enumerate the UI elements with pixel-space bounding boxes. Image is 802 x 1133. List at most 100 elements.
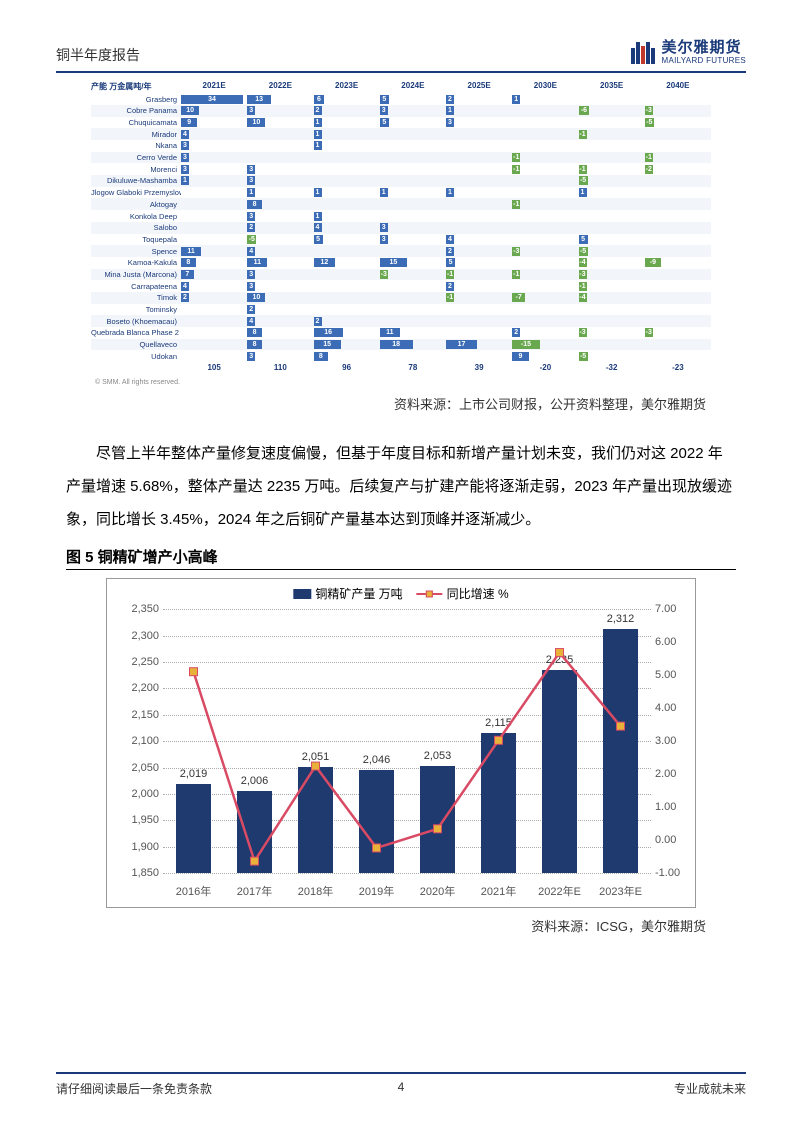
y-axis-left: 1,8501,9001,9502,0002,0502,1002,1502,200… xyxy=(107,609,163,873)
legend-bar: 铜精矿产量 万吨 xyxy=(293,585,402,602)
source-line-2: 资料来源：ICSG，美尔雅期货 xyxy=(56,916,706,935)
total-col: -20 xyxy=(512,363,578,372)
y-tick-left: 2,200 xyxy=(131,682,159,694)
logo-en: MAILYARD FUTURES xyxy=(661,57,746,66)
mine-row: Quellaveco8151817-15 xyxy=(91,339,711,351)
y-tick-left: 2,300 xyxy=(131,630,159,642)
mine-row: Cerro Verde3-1-1 xyxy=(91,152,711,164)
mine-name: Udokan xyxy=(91,352,181,361)
x-label: 2016年 xyxy=(163,883,224,899)
plot-area: 2,0192,0062,0512,0462,0532,1152,2352,312 xyxy=(163,609,651,873)
mine-name: Salobo xyxy=(91,223,181,232)
x-label: 2018年 xyxy=(285,883,346,899)
y-tick-right: 3.00 xyxy=(655,735,676,747)
mine-name: Konkola Deep xyxy=(91,212,181,221)
logo-mark xyxy=(631,42,655,64)
x-label: 2017年 xyxy=(224,883,285,899)
mine-row: Cobre Panama103231-6-3 xyxy=(91,105,711,117)
page-footer: 请仔细阅读最后一条免责条款 4 专业成就未来 xyxy=(56,1072,746,1097)
year-col: 2030E xyxy=(512,81,578,92)
footer-slogan: 专业成就未来 xyxy=(674,1080,746,1097)
total-col: 78 xyxy=(380,363,446,372)
mine-name: Nkana xyxy=(91,141,181,150)
y-tick-left: 2,350 xyxy=(131,603,159,615)
mine-name: Carrapateena xyxy=(91,282,181,291)
mine-name: Mirador xyxy=(91,130,181,139)
legend-line-label: 同比增速 % xyxy=(447,585,509,602)
total-col: 110 xyxy=(247,363,313,372)
mine-name: Quellaveco xyxy=(91,340,181,349)
y-tick-right: 1.00 xyxy=(655,801,676,813)
source-line-1: 资料来源：上市公司财报，公开资料整理，美尔雅期货 xyxy=(56,394,706,413)
total-col: 105 xyxy=(181,363,247,372)
axis-label: 产能 万金属吨/年 xyxy=(91,81,181,92)
body-paragraph: 尽管上半年整体产量修复速度偏慢，但基于年度目标和新增产量计划未变，我们仍对这 2… xyxy=(66,437,736,536)
mine-row: Morenci33-1-1-2 xyxy=(91,163,711,175)
x-label: 2020年 xyxy=(407,883,468,899)
mine-row: Tominsky2 xyxy=(91,304,711,316)
total-col: -32 xyxy=(579,363,645,372)
y-tick-right: -1.00 xyxy=(655,867,680,879)
mine-name: Timok xyxy=(91,293,181,302)
year-col: 2021E xyxy=(181,81,247,92)
mine-name: Spence xyxy=(91,247,181,256)
year-col: 2025E xyxy=(446,81,512,92)
growth-line xyxy=(163,609,651,873)
page-header: 铜半年度报告 美尔雅期货 MAILYARD FUTURES xyxy=(56,40,746,73)
mine-row: Jlogow Glaboki Przemyslowy11111 xyxy=(91,187,711,199)
mine-row: Grasberg34136521 xyxy=(91,93,711,105)
legend-line: 同比增速 % xyxy=(417,585,509,602)
mine-row: Konkola Deep31 xyxy=(91,210,711,222)
mine-row: Kamoa-Kakula81112155-4-9 xyxy=(91,257,711,269)
mine-row: Udokan389-5 xyxy=(91,350,711,362)
y-axis-right: -1.000.001.002.003.004.005.006.007.00 xyxy=(651,609,695,873)
y-tick-left: 1,850 xyxy=(131,867,159,879)
y-tick-right: 2.00 xyxy=(655,768,676,780)
mine-row: Nkana31 xyxy=(91,140,711,152)
page-number: 4 xyxy=(398,1080,405,1094)
mine-row: Quebrada Blanca Phase 2816112-3-3 xyxy=(91,327,711,339)
x-label: 2019年 xyxy=(346,883,407,899)
mine-name: Cerro Verde xyxy=(91,153,181,162)
mine-name: Dikuluwe-Mashamba xyxy=(91,176,181,185)
chart-copyright: © SMM. All rights reserved. xyxy=(95,379,180,386)
total-col: 39 xyxy=(446,363,512,372)
x-axis: 2016年2017年2018年2019年2020年2021年2022年E2023… xyxy=(163,883,651,899)
year-col: 2035E xyxy=(579,81,645,92)
mine-name: Cobre Panama xyxy=(91,106,181,115)
year-col: 2040E xyxy=(645,81,711,92)
mine-name: Aktogay xyxy=(91,200,181,209)
mine-name: Mina Justa (Marcona) xyxy=(91,270,181,279)
mine-row: Aktogay8-1 xyxy=(91,198,711,210)
report-title: 铜半年度报告 xyxy=(56,45,140,65)
x-label: 2022年E xyxy=(529,883,590,899)
footer-disclaimer: 请仔细阅读最后一条免责条款 xyxy=(56,1080,212,1097)
copper-concentrate-chart: 铜精矿产量 万吨 同比增速 % 1,8501,9001,9502,0002,05… xyxy=(106,578,696,908)
logo-cn: 美尔雅期货 xyxy=(661,40,746,57)
y-tick-left: 2,100 xyxy=(131,735,159,747)
mine-name: Toquepala xyxy=(91,235,181,244)
mine-row: Mina Justa (Marcona)73-3-1-1-3 xyxy=(91,269,711,281)
y-tick-left: 1,950 xyxy=(131,814,159,826)
mine-row: Dikuluwe-Mashamba13-5 xyxy=(91,175,711,187)
mine-name: Boseto (Khoemacau) xyxy=(91,317,181,326)
y-tick-left: 2,250 xyxy=(131,656,159,668)
y-tick-left: 2,150 xyxy=(131,709,159,721)
mine-row: Mirador41-1 xyxy=(91,128,711,140)
x-label: 2023年E xyxy=(590,883,651,899)
mine-name: Kamoa-Kakula xyxy=(91,258,181,267)
mine-name: Morenci xyxy=(91,165,181,174)
total-col: -23 xyxy=(645,363,711,372)
figure-5-title: 图 5 铜精矿增产小高峰 xyxy=(66,546,736,570)
company-logo: 美尔雅期货 MAILYARD FUTURES xyxy=(631,40,746,65)
mine-name: Jlogow Glaboki Przemyslowy xyxy=(91,188,181,197)
legend-bar-label: 铜精矿产量 万吨 xyxy=(315,585,402,602)
y-tick-right: 0.00 xyxy=(655,834,676,846)
chart-legend: 铜精矿产量 万吨 同比增速 % xyxy=(293,585,508,602)
y-tick-right: 5.00 xyxy=(655,669,676,681)
y-tick-left: 2,050 xyxy=(131,762,159,774)
mine-name: Quebrada Blanca Phase 2 xyxy=(91,328,181,337)
mine-row: Boseto (Khoemacau)42 xyxy=(91,315,711,327)
mine-row: Chuquicamata910153-5 xyxy=(91,117,711,129)
year-col: 2024E xyxy=(380,81,446,92)
